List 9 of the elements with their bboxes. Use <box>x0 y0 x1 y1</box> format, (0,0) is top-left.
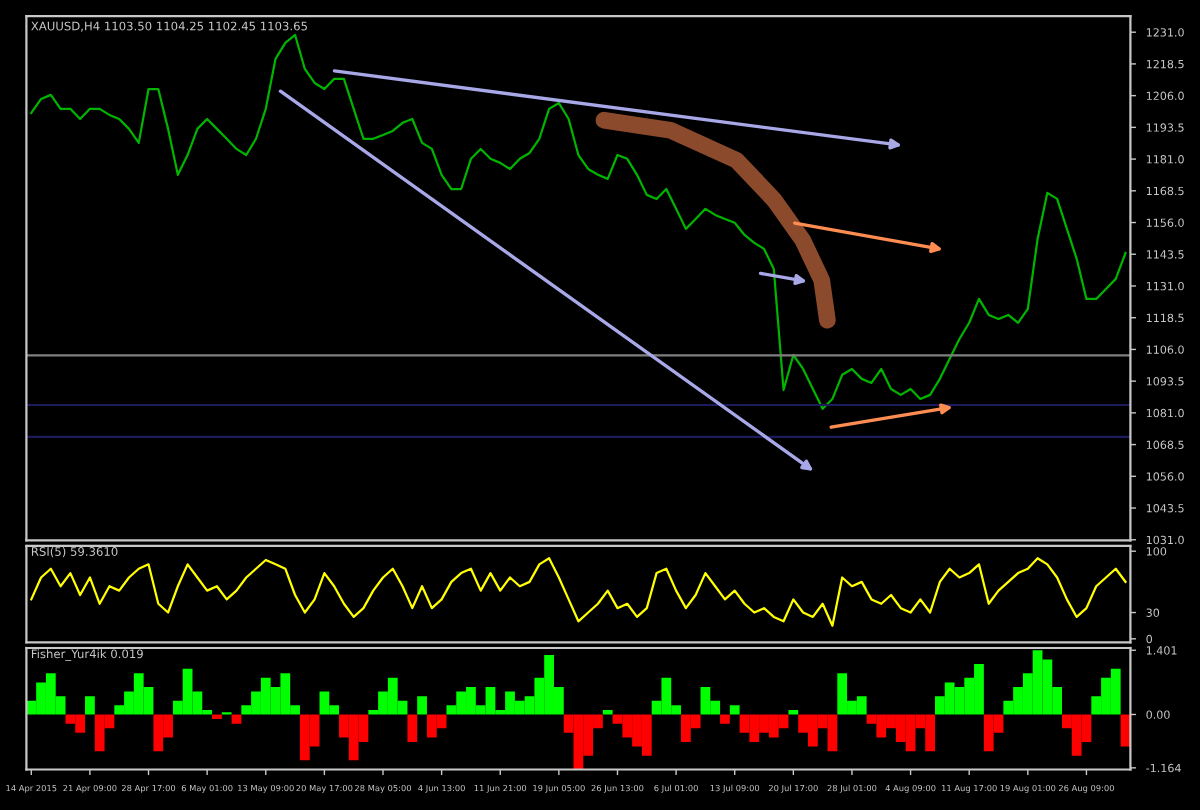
line-series <box>30 33 1127 410</box>
bar <box>720 714 730 724</box>
bar <box>85 696 95 715</box>
bar <box>212 714 222 720</box>
line-series <box>30 557 1127 627</box>
bar <box>417 696 427 715</box>
bar <box>729 705 740 715</box>
bar <box>231 714 242 724</box>
bar <box>407 714 418 742</box>
